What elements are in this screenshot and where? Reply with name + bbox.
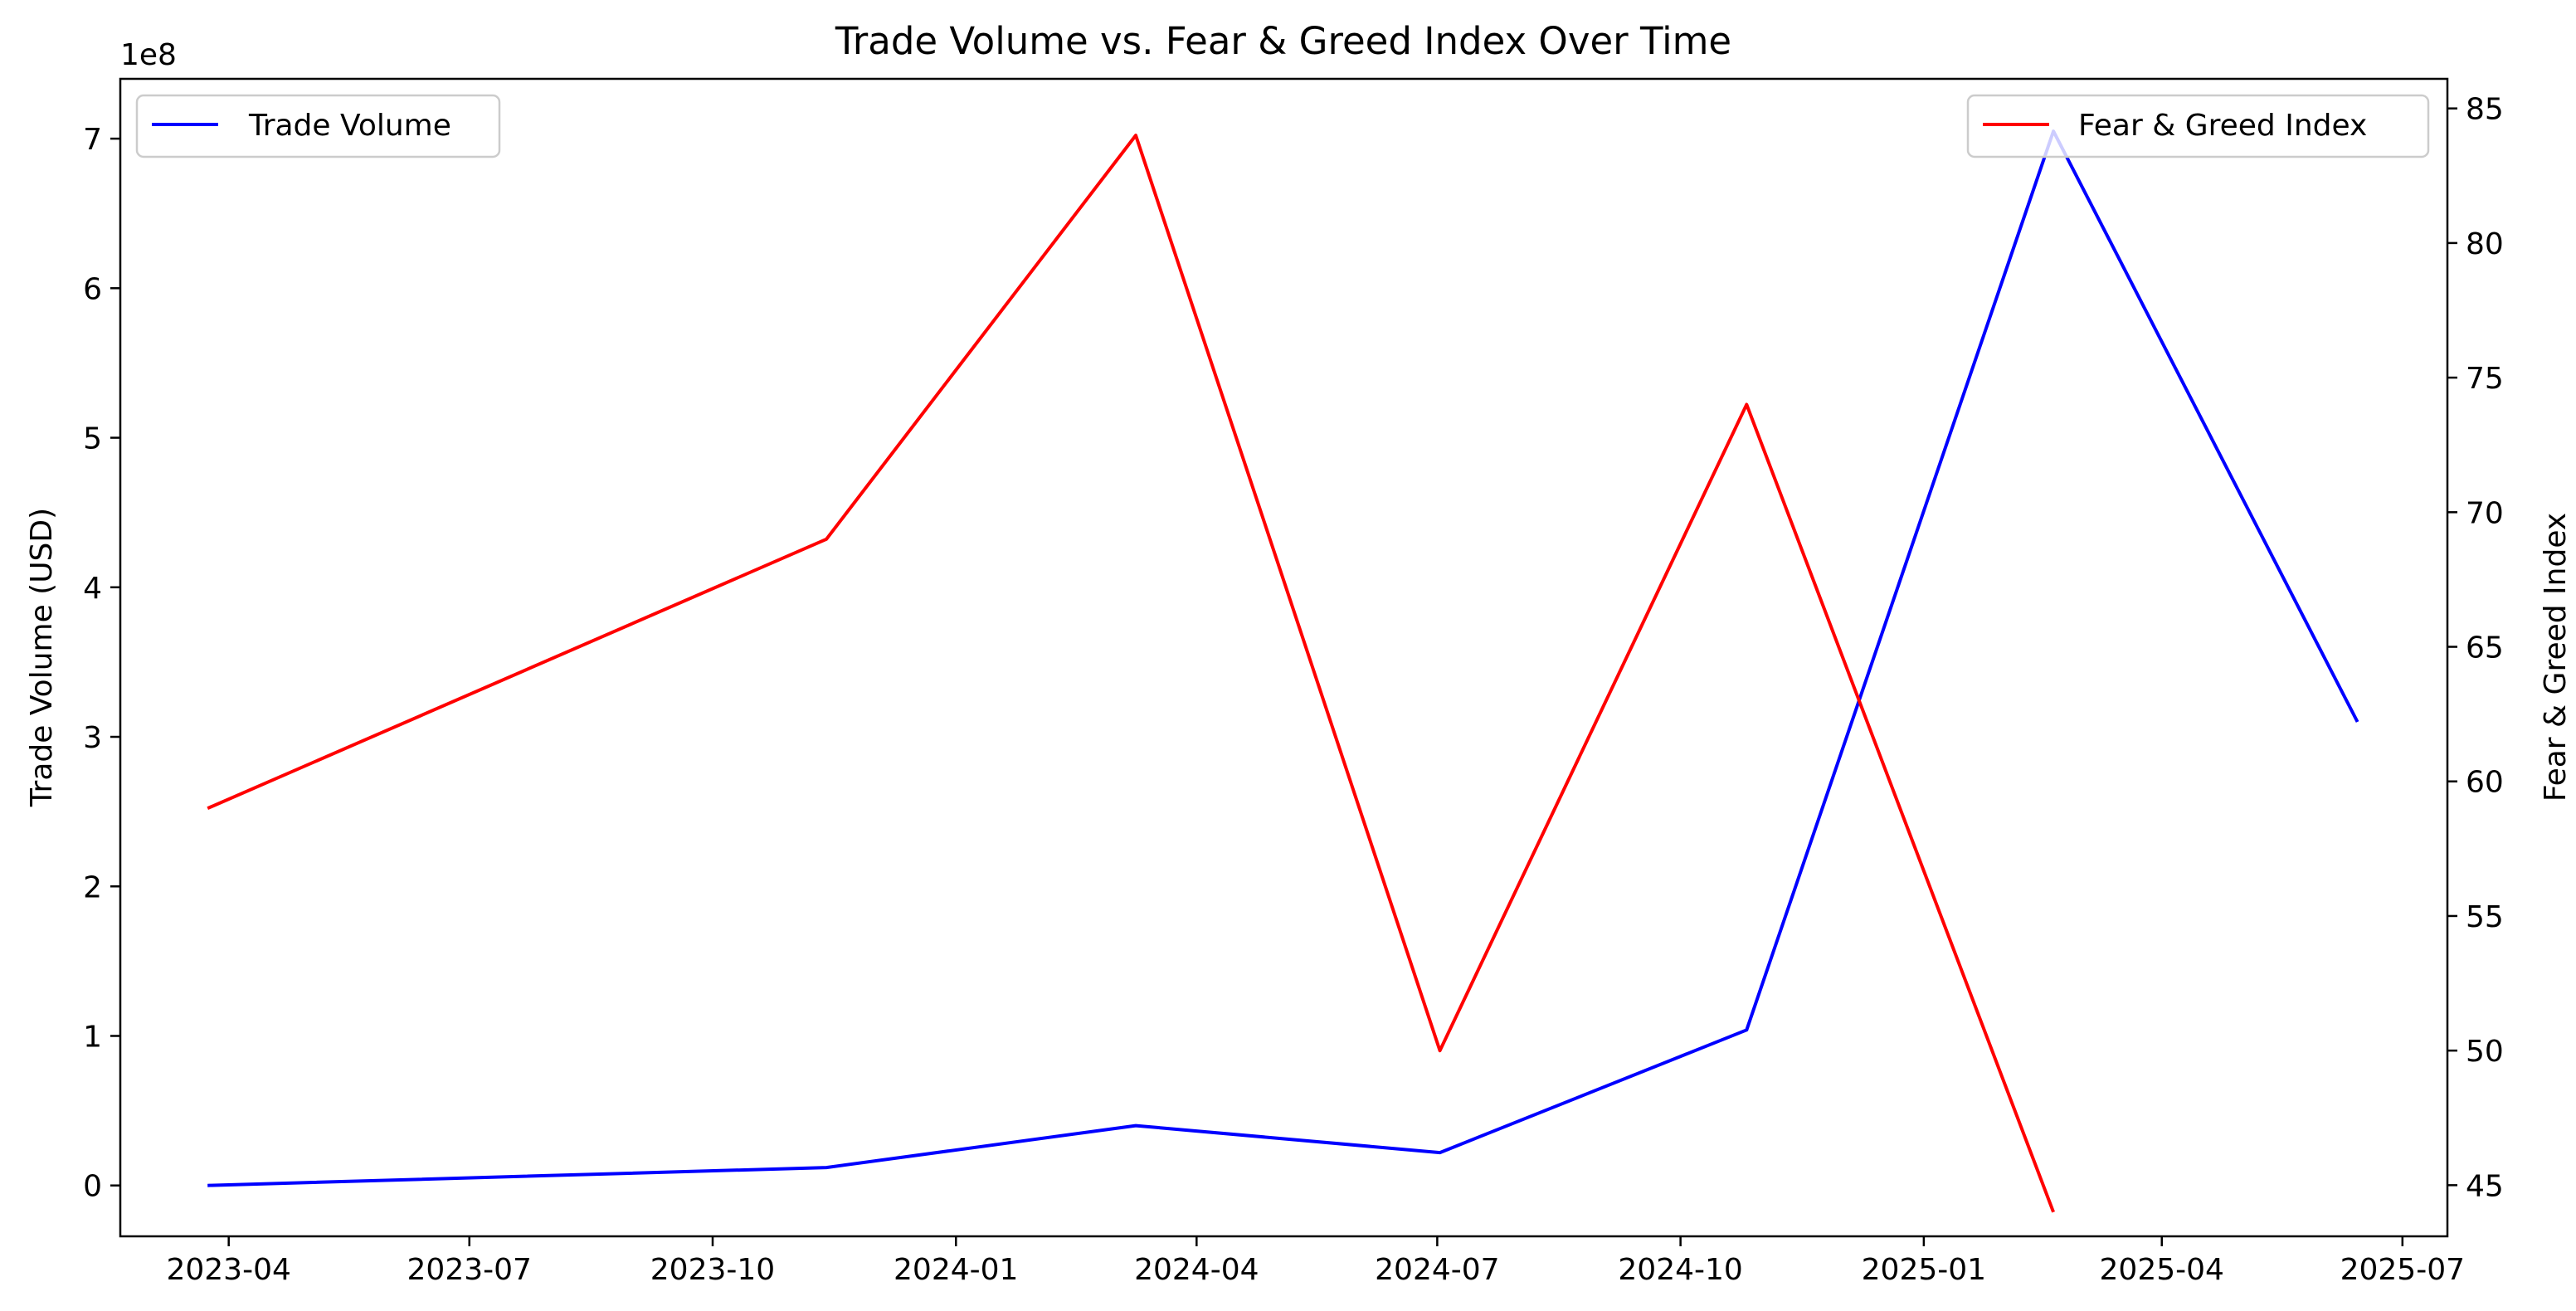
y-right-tick-label: 45: [2466, 1169, 2504, 1203]
series-line-fear-greed-index: [207, 134, 2055, 1213]
x-tick-label: 2023-10: [650, 1253, 775, 1287]
y-right-tick-label: 65: [2466, 631, 2504, 665]
legend-left: Trade Volume: [135, 94, 501, 158]
y-left-tick-label: 4: [83, 572, 102, 606]
chart-title: Trade Volume vs. Fear & Greed Index Over…: [835, 19, 1731, 63]
series-lines: [207, 129, 2359, 1213]
x-tick-label: 2024-01: [894, 1253, 1018, 1287]
y-right-tick-label: 75: [2466, 362, 2504, 396]
x-tick-label: 2025-01: [1862, 1253, 1986, 1287]
y-right-tick-label: 70: [2466, 496, 2504, 530]
axis-ticks: 2023-04 2023-07 2023-10 2024-01 2024-04 2024-…: [83, 93, 2504, 1287]
plot-frame: [119, 77, 2449, 1238]
legend-label-fear-greed: Fear & Greed Index: [2078, 109, 2367, 143]
legend-label-trade-volume: Trade Volume: [248, 109, 451, 143]
legend-left-box: [135, 94, 501, 158]
y-right-tick-label: 60: [2466, 766, 2504, 800]
y-left-tick-label: 2: [83, 870, 102, 904]
x-tick-label: 2024-10: [1618, 1253, 1742, 1287]
y-left-tick-label: 3: [83, 721, 102, 755]
series-line-trade-volume: [207, 129, 2359, 1187]
legend-right-box: [1966, 94, 2430, 158]
y-right-axis-label: Fear & Greed Index: [2539, 513, 2573, 802]
legend-right: Fear & Greed Index: [1966, 94, 2430, 158]
x-tick-label: 2023-07: [407, 1253, 532, 1287]
x-tick-label: 2023-04: [166, 1253, 290, 1287]
x-tick-label: 2025-04: [2100, 1253, 2224, 1287]
x-tick-label: 2025-07: [2340, 1253, 2465, 1287]
y-left-tick-label: 0: [83, 1170, 102, 1204]
y-left-axis-label: Trade Volume (USD): [25, 508, 59, 807]
x-tick-label: 2024-07: [1375, 1253, 1499, 1287]
y-left-tick-label: 1: [83, 1020, 102, 1054]
y-right-tick-label: 80: [2466, 227, 2504, 261]
y-right-tick-label: 50: [2466, 1035, 2504, 1069]
x-tick-label: 2024-04: [1134, 1253, 1259, 1287]
y-left-tick-label: 5: [83, 422, 102, 456]
y-left-offset-label: 1e8: [120, 38, 177, 72]
y-right-tick-label: 85: [2466, 93, 2504, 127]
y-left-tick-label: 7: [83, 123, 102, 157]
y-left-tick-label: 6: [83, 272, 102, 306]
y-right-tick-label: 55: [2466, 900, 2504, 934]
